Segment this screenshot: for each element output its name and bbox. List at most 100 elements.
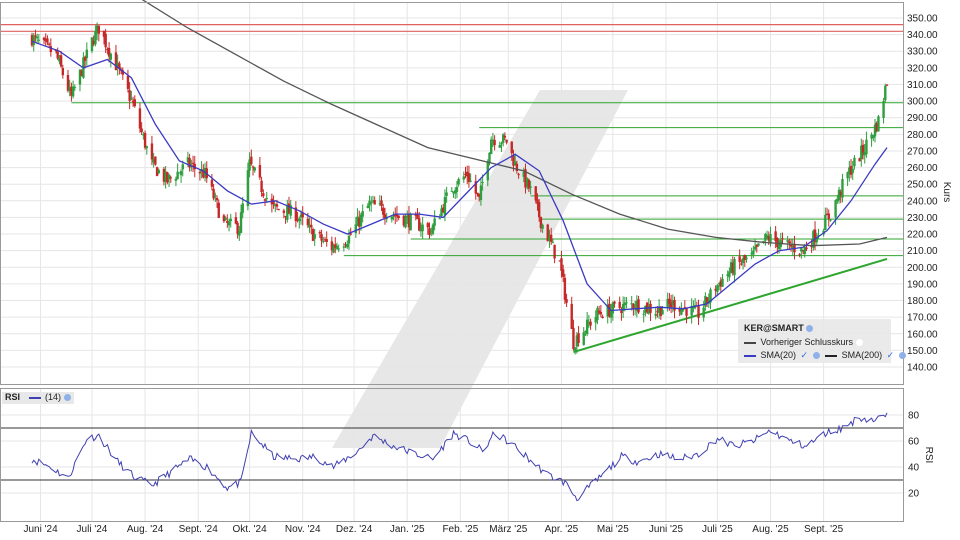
candle-down <box>320 234 323 241</box>
candle-down <box>277 209 280 211</box>
candle-down <box>517 174 520 176</box>
candle-down <box>683 307 687 309</box>
candle-down <box>740 263 743 265</box>
candle-up <box>630 303 633 305</box>
candle-down <box>198 171 202 174</box>
candle-up <box>522 171 525 177</box>
candle-up <box>606 304 609 317</box>
candle-down <box>282 210 286 213</box>
candle-down <box>301 212 304 218</box>
candle-down <box>30 35 34 46</box>
legend-sma200: SMA(200) <box>841 350 883 360</box>
sma20-settings-icon[interactable] <box>812 352 820 360</box>
y-tick-label: 200.00 <box>907 263 938 274</box>
candle-up <box>500 143 503 145</box>
candle-down <box>731 262 734 274</box>
candle-down <box>382 207 385 215</box>
candle-down <box>810 246 813 248</box>
candle-down <box>402 215 406 226</box>
x-tick-label: Sept. '24 <box>179 524 219 535</box>
sma20-line <box>31 40 888 312</box>
candle-down <box>743 255 746 260</box>
candle-down <box>126 75 130 89</box>
rsi-tick-label: 40 <box>908 463 920 474</box>
axes: 350.00 340.00 330.00 320.00 310.00 300.00 290.… <box>0 2 952 535</box>
candle-down <box>656 311 659 313</box>
candle-down <box>858 158 861 162</box>
candle-down <box>296 218 299 220</box>
candle-down <box>767 236 770 241</box>
candle-up <box>130 98 133 100</box>
candle-up <box>717 283 721 285</box>
sma200-line <box>141 0 888 247</box>
candle-down <box>150 143 154 160</box>
candle-up <box>455 186 459 192</box>
candle-down <box>414 214 418 217</box>
rsi-settings-icon[interactable] <box>63 394 71 402</box>
candle-down <box>306 218 310 226</box>
trendline <box>573 258 888 354</box>
candle-down <box>464 173 467 175</box>
candle-up <box>443 196 447 216</box>
candle-down <box>561 269 565 277</box>
candle-up <box>489 139 493 155</box>
candle-down <box>738 256 741 262</box>
candle-up <box>791 245 794 248</box>
candle-up <box>680 307 683 315</box>
candle-down <box>325 239 328 243</box>
candle-up <box>164 171 167 183</box>
candle-up <box>479 185 483 201</box>
x-tick-label: Nov. '24 <box>285 524 321 535</box>
candle-up <box>157 170 160 174</box>
sma20-swatch-icon <box>744 354 756 357</box>
sma20-check-icon[interactable]: ✓ <box>800 350 809 360</box>
candle-up <box>815 237 818 243</box>
candle-down <box>250 156 253 165</box>
candle-up <box>274 203 277 207</box>
candle-down <box>34 35 37 37</box>
candle-up <box>450 190 453 192</box>
candle-down <box>467 173 471 182</box>
candle-up <box>378 203 382 205</box>
candle-up <box>872 135 875 138</box>
candle-up <box>438 218 441 220</box>
candle-down <box>632 304 635 309</box>
candle-up <box>488 152 491 163</box>
candle-down <box>478 193 481 197</box>
toggle-dot-icon[interactable] <box>855 339 863 347</box>
candle-up <box>454 190 457 194</box>
candle-down <box>260 180 263 193</box>
candle-down <box>788 241 791 244</box>
sma200-settings-icon[interactable] <box>898 352 906 360</box>
candle-down <box>61 67 65 76</box>
candle-down <box>813 229 817 242</box>
settings-icon[interactable] <box>806 325 814 333</box>
candle-up <box>594 317 597 323</box>
candle-up <box>575 335 579 347</box>
candle-down <box>358 217 361 227</box>
candle-up <box>800 247 803 252</box>
candle-up <box>733 259 736 276</box>
y-tick-label: 310.00 <box>907 80 938 91</box>
candle-down <box>875 122 878 132</box>
y-tick-label: 340.00 <box>907 30 938 41</box>
candle-up <box>238 231 241 236</box>
candle-down <box>546 224 549 242</box>
candle-down <box>59 55 63 67</box>
candle-up <box>368 200 371 206</box>
sma200-check-icon[interactable]: ✓ <box>886 350 895 360</box>
candle-up <box>313 234 316 239</box>
candle-up <box>666 298 669 308</box>
x-tick-label: Jan. '25 <box>390 524 425 535</box>
candle-down <box>217 202 220 218</box>
candle-up <box>877 116 880 132</box>
candle-up <box>35 36 39 39</box>
watermark-logo <box>332 90 628 448</box>
y-tick-label: 230.00 <box>907 213 938 224</box>
y-tick-label: 290.00 <box>907 113 938 124</box>
price-pane-frame <box>0 2 904 385</box>
candle-up <box>332 245 335 253</box>
candle-up <box>585 319 589 335</box>
candle-down <box>397 215 400 218</box>
candle-up <box>551 242 555 244</box>
